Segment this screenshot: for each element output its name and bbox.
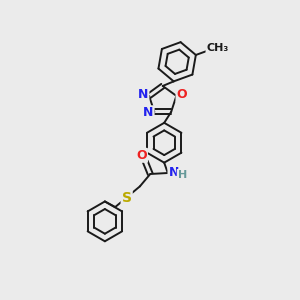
Text: N: N [143,106,154,119]
Text: O: O [176,88,187,101]
Text: S: S [122,190,132,205]
Text: H: H [178,170,187,180]
Text: N: N [138,88,148,101]
Text: N: N [169,166,179,178]
Text: CH₃: CH₃ [206,43,229,53]
Text: O: O [136,149,147,162]
